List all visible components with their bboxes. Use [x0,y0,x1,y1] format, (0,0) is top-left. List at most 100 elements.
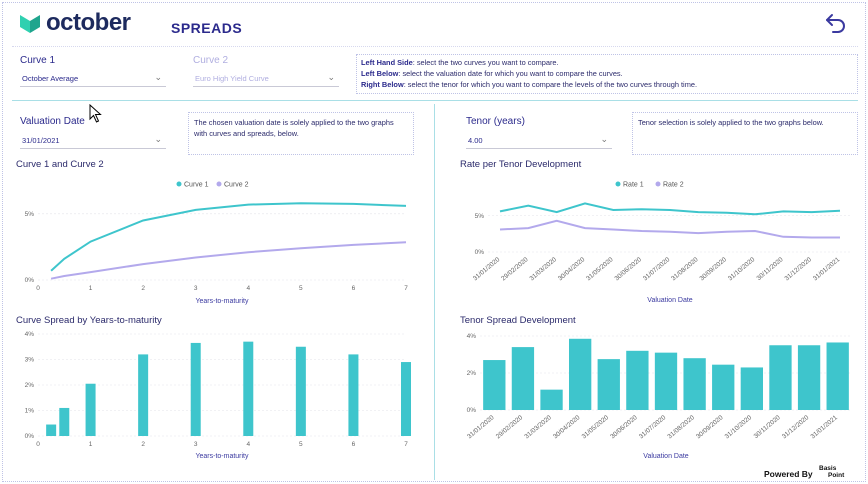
x-tick-label: 31/10/2020 [724,414,754,441]
bar [243,341,254,436]
instruction-1-text: : select the two curves you want to comp… [412,58,559,67]
x-axis-title: Years-to-maturity [195,298,249,305]
x-tick-label: 31/01/2020 [466,414,496,441]
x-axis-title: Valuation Date [643,453,689,460]
legend-marker [176,181,182,187]
basispoint-logo-bottom: Point [828,472,845,479]
chevron-down-icon: ⌄ [600,134,608,144]
powered-by-text: Powered By [764,469,813,479]
x-tick-label: 30/04/2020 [552,414,582,441]
valuation-date-label: Valuation Date [20,116,85,127]
bar [483,360,506,410]
x-axis-title: Years-to-maturity [195,453,249,460]
legend-label: Rate 2 [663,182,684,189]
bar [295,346,306,436]
tenor-note-box: Tenor selection is solely applied to the… [632,112,858,155]
y-tick-label: 0% [25,277,35,284]
tenor-label: Tenor (years) [466,116,525,127]
x-tick-label: 7 [404,285,408,292]
series-line-2 [50,241,407,280]
x-tick-label: 30/09/2020 [699,256,729,283]
tenor-note-text: Tenor selection is solely applied to the… [638,118,824,127]
x-tick-label: 7 [404,441,408,448]
bar [683,358,706,410]
y-tick-label: 0% [475,249,485,256]
back-arrow-icon[interactable] [824,11,848,35]
x-tick-label: 3 [194,285,198,292]
chevron-down-icon: ⌄ [327,72,335,82]
y-tick-label: 4% [25,331,35,338]
bar [568,338,592,410]
x-tick-label: 31/08/2020 [670,256,700,283]
x-tick-label: 6 [352,285,356,292]
x-tick-label: 5 [299,441,303,448]
x-tick-label: 31/12/2020 [784,256,814,283]
series-line-2 [499,219,840,239]
bar [138,354,149,436]
y-tick-label: 0% [25,433,35,440]
valuation-date-dropdown[interactable]: 31/01/2021 ⌄ [20,133,166,149]
bar [540,389,563,410]
curve1-dropdown[interactable]: October Average ⌄ [20,71,166,87]
tenor-spread-bar-chart: 0%2%4%31/01/2020 29/02/2020 31/03/2020 30/0… [466,333,852,460]
bar [712,364,735,410]
x-tick-label: 1 [89,285,93,292]
instruction-2-text: : select the valuation date for which yo… [398,69,623,78]
x-tick-label: 2 [141,441,145,448]
curve-spread-bar-chart: 0% 1% 2% 3% 4% 0 1 2 3 4 5 6 7 Years-to-maturity [25,331,411,460]
curves-line-chart: Curve 1 Curve 2 0% 5% 0 1 2 3 4 5 6 7 Years-to-matur… [25,181,408,305]
y-tick-label: 1% [25,408,35,415]
legend-marker [655,181,661,187]
bar [740,367,764,410]
rate-tenor-line-chart: Rate 1 Rate 20%5%31/01/202029/02/202031/0… [472,181,852,304]
x-tick-label: 31/01/2021 [812,256,842,283]
bar [769,345,792,410]
bar [826,342,849,410]
chart-title-rate-tenor: Rate per Tenor Development [460,159,582,170]
bar [626,350,649,410]
legend-label: Rate 1 [623,182,644,189]
section-divider [12,100,858,101]
x-tick-label: 31/10/2020 [727,256,757,283]
x-tick-label: 0 [36,441,40,448]
x-tick-label: 5 [299,285,303,292]
y-tick-label: 2% [467,370,477,377]
x-tick-label: 4 [246,441,250,448]
chevron-down-icon: ⌄ [154,72,162,82]
valuation-date-value: 31/01/2021 [22,136,60,145]
valuation-note-text: The chosen valuation date is solely appl… [194,118,394,138]
instruction-1-bold: Left Hand Side [361,58,413,67]
x-tick-label: 2 [141,285,145,292]
bar [46,424,57,436]
curve2-dropdown[interactable]: Euro High Yield Curve ⌄ [193,71,339,87]
x-tick-label: 29/02/2020 [495,414,525,441]
curve1-value: October Average [22,74,79,83]
bar [511,347,535,410]
y-tick-label: 5% [475,213,485,220]
bar [85,383,96,436]
x-tick-label: 30/04/2020 [557,256,587,283]
mouse-cursor-icon [89,103,103,124]
chart-title-tenor-spread: Tenor Spread Development [460,315,576,326]
y-tick-label: 4% [467,333,477,340]
x-tick-label: 30/06/2020 [609,414,639,441]
x-tick-label: 31/05/2020 [581,414,611,441]
october-logo-text: october [46,9,131,36]
instruction-3-text: : select the tenor for which you want to… [403,80,698,89]
chart-title-curves: Curve 1 and Curve 2 [16,159,104,170]
series-line-1 [50,202,407,272]
page-title: SPREADS [171,20,243,36]
x-tick-label: 31/07/2020 [642,256,672,283]
x-tick-label: 31/12/2020 [781,414,811,441]
instruction-2-bold: Left Below [361,69,399,78]
x-tick-label: 31/01/2020 [472,256,502,283]
basispoint-logo: Basis Point [819,465,849,482]
tenor-dropdown[interactable]: 4.00 ⌄ [466,133,612,149]
curve1-label: Curve 1 [20,55,56,66]
x-tick-label: 31/08/2020 [666,414,696,441]
x-tick-label: 30/11/2020 [756,256,785,282]
x-tick-label: 31/05/2020 [585,256,615,283]
x-tick-label: 31/03/2020 [529,256,559,283]
chart-title-curve-spread: Curve Spread by Years-to-maturity [16,315,162,326]
